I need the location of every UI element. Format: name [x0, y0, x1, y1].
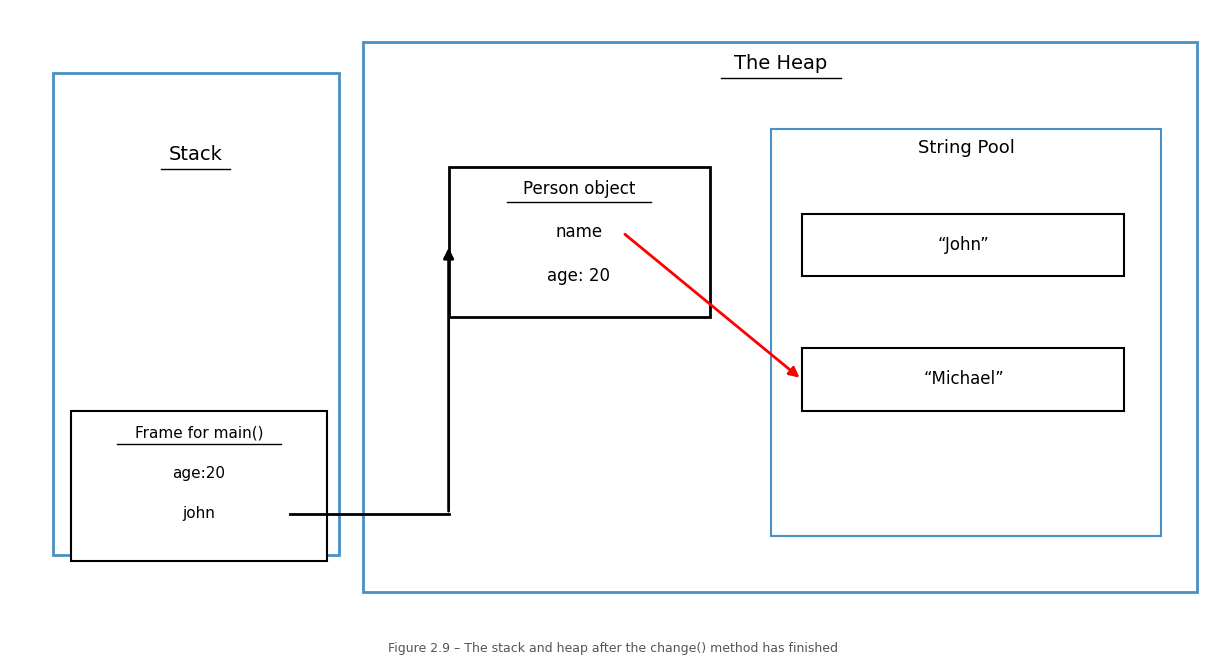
Text: “Michael”: “Michael” — [923, 371, 1004, 388]
Text: Stack: Stack — [168, 145, 222, 164]
Text: name: name — [555, 223, 602, 242]
FancyBboxPatch shape — [802, 214, 1124, 277]
FancyBboxPatch shape — [71, 411, 327, 561]
Text: age:20: age:20 — [173, 466, 226, 481]
FancyBboxPatch shape — [449, 167, 710, 317]
Text: age: 20: age: 20 — [547, 267, 611, 285]
FancyBboxPatch shape — [771, 129, 1161, 536]
Text: “John”: “John” — [938, 236, 989, 254]
Text: Figure 2.9 – The stack and heap after the change() method has finished: Figure 2.9 – The stack and heap after th… — [387, 643, 839, 655]
FancyBboxPatch shape — [53, 73, 340, 555]
Text: String Pool: String Pool — [918, 139, 1015, 157]
Text: Person object: Person object — [522, 180, 635, 198]
Text: john: john — [183, 507, 216, 522]
Text: Frame for main(): Frame for main() — [135, 425, 264, 440]
Text: The Heap: The Heap — [734, 54, 828, 73]
FancyBboxPatch shape — [802, 348, 1124, 411]
FancyBboxPatch shape — [363, 41, 1198, 592]
